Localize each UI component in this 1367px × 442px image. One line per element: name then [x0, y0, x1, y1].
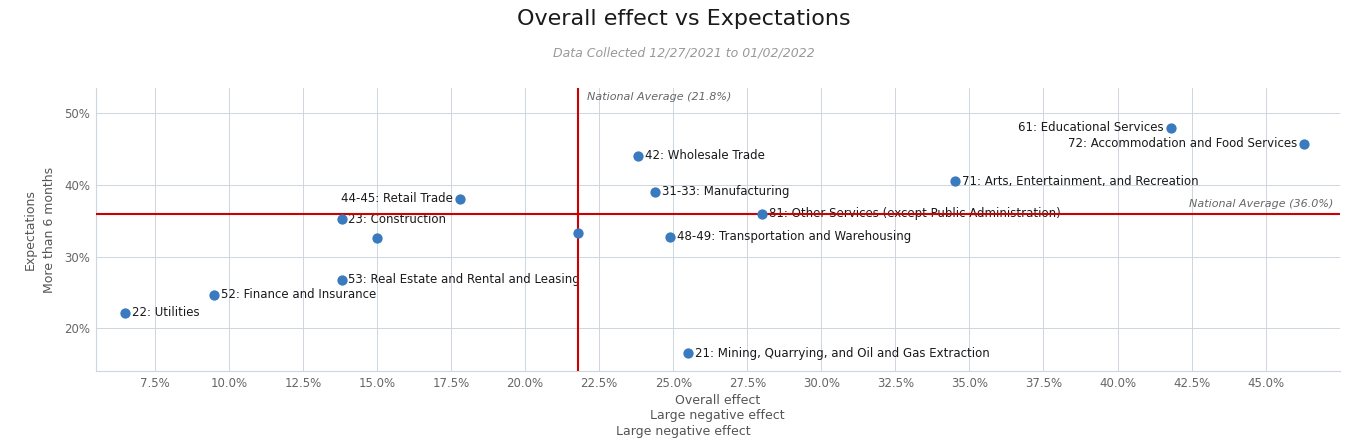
Text: 31-33: Manufacturing: 31-33: Manufacturing — [663, 185, 790, 198]
Point — [626, 152, 649, 159]
Point — [204, 291, 226, 298]
Text: 23: Construction: 23: Construction — [349, 213, 447, 226]
Text: National Average (21.8%): National Average (21.8%) — [588, 92, 731, 102]
Text: 72: Accommodation and Food Services: 72: Accommodation and Food Services — [1068, 137, 1297, 150]
Point — [448, 195, 470, 202]
Point — [331, 216, 353, 223]
Text: 44-45: Retail Trade: 44-45: Retail Trade — [342, 192, 452, 205]
Point — [752, 210, 774, 217]
Point — [567, 229, 589, 236]
Point — [1161, 124, 1182, 131]
X-axis label: Overall effect
Large negative effect: Overall effect Large negative effect — [651, 394, 785, 422]
Y-axis label: Expectations
More than 6 months: Expectations More than 6 months — [23, 167, 56, 293]
Text: 42: Wholesale Trade: 42: Wholesale Trade — [645, 149, 764, 162]
Text: 53: Real Estate and Rental and Leasing: 53: Real Estate and Rental and Leasing — [349, 273, 580, 286]
Point — [677, 350, 699, 357]
Text: 21: Mining, Quarrying, and Oil and Gas Extraction: 21: Mining, Quarrying, and Oil and Gas E… — [694, 347, 990, 360]
Text: 81: Other Services (except Public Administration): 81: Other Services (except Public Admini… — [770, 207, 1061, 220]
Point — [331, 276, 353, 283]
Point — [115, 309, 137, 316]
Point — [645, 188, 667, 195]
Text: Overall effect vs Expectations: Overall effect vs Expectations — [517, 9, 850, 29]
Point — [1293, 140, 1315, 147]
Text: 61: Educational Services: 61: Educational Services — [1018, 121, 1163, 134]
Point — [943, 178, 965, 185]
Text: National Average (36.0%): National Average (36.0%) — [1189, 199, 1334, 209]
Text: 71: Arts, Entertainment, and Recreation: 71: Arts, Entertainment, and Recreation — [961, 175, 1199, 188]
Point — [659, 233, 681, 240]
Text: Large negative effect: Large negative effect — [617, 425, 750, 438]
Text: 22: Utilities: 22: Utilities — [133, 306, 200, 319]
Text: Data Collected 12/27/2021 to 01/02/2022: Data Collected 12/27/2021 to 01/02/2022 — [552, 46, 815, 59]
Text: 48-49: Transportation and Warehousing: 48-49: Transportation and Warehousing — [677, 230, 912, 243]
Point — [366, 235, 388, 242]
Text: 52: Finance and Insurance: 52: Finance and Insurance — [221, 288, 376, 301]
